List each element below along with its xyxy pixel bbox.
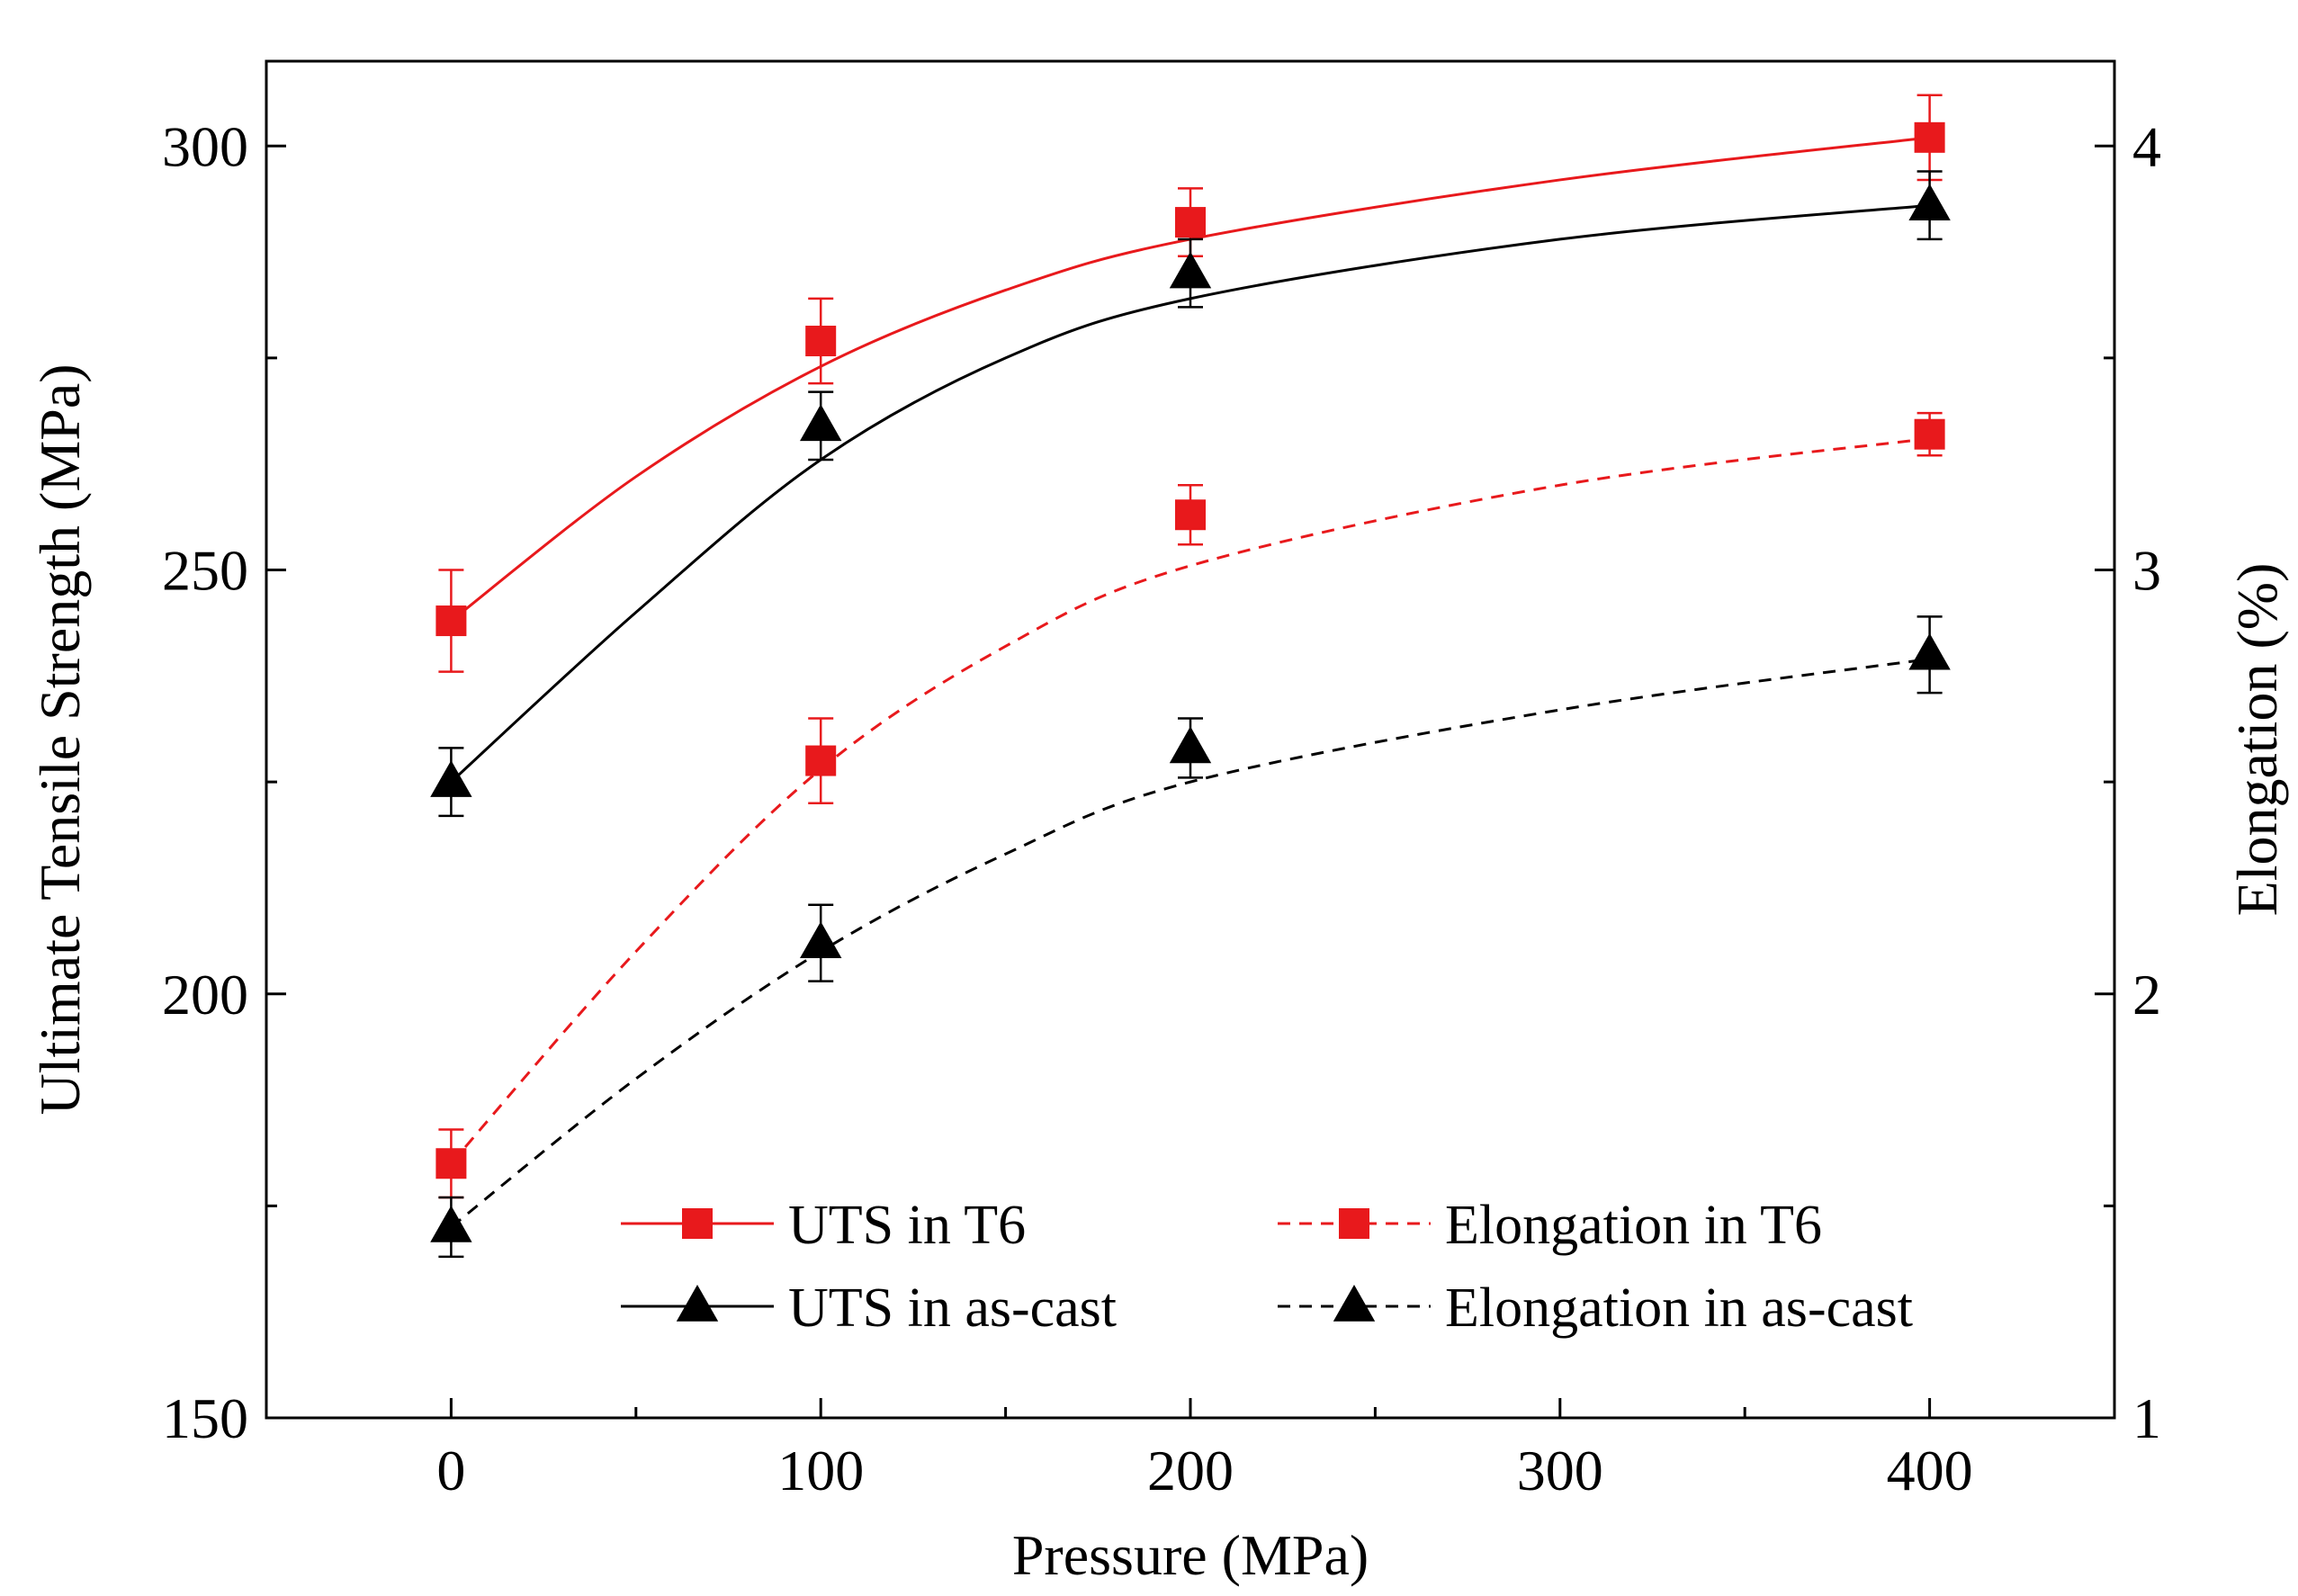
y-left-tick-label-200: 200 <box>162 963 248 1027</box>
point-uts-in-as-cast <box>1169 251 1212 289</box>
x-tick-label-100: 100 <box>777 1439 864 1502</box>
legend-marker-uts-in-as-cast <box>676 1285 719 1322</box>
tick-labels: 0 100 200 300 400 150 200 250 300 1 2 3 4 <box>162 114 2161 1502</box>
legend-marker-elongation-in-as-cast <box>1333 1285 1376 1322</box>
point-elongation-in-as-cast <box>1908 632 1951 670</box>
legend: UTS in T6 Elongation in T6 UTS in as-cast E… <box>621 1195 1913 1339</box>
axis-ticks <box>266 144 2114 1420</box>
point-elongation-in-t6 <box>805 745 837 776</box>
point-uts-in-as-cast <box>430 760 472 797</box>
fit-line-elongation-in-t6 <box>450 436 1930 1165</box>
y-left-tick-label-150: 150 <box>162 1386 248 1450</box>
legend-label-uts-in-as-cast: UTS in as-cast <box>788 1278 1117 1339</box>
point-uts-in-t6 <box>1175 207 1206 238</box>
point-elongation-in-t6 <box>1175 499 1206 531</box>
point-elongation-in-t6 <box>1914 418 1945 450</box>
y-right-tick-label-3: 3 <box>2132 539 2161 603</box>
point-uts-in-t6 <box>805 326 837 357</box>
y-left-tick-label-250: 250 <box>162 539 248 603</box>
legend-label-uts-in-t6: UTS in T6 <box>788 1195 1026 1256</box>
fit-line-uts-in-as-cast <box>450 203 1930 784</box>
legend-marker-elongation-in-t6 <box>1339 1208 1369 1239</box>
y-right-tick-label-4: 4 <box>2132 114 2161 178</box>
legend-marker-uts-in-t6 <box>682 1208 713 1239</box>
y-axis-right-title: Elongation (%) <box>2225 563 2289 917</box>
y-axis-left-title: Ultimate Tensile Strength (MPa) <box>28 363 92 1115</box>
fit-lines <box>450 136 1930 1229</box>
point-elongation-in-t6 <box>435 1148 467 1179</box>
x-tick-label-200: 200 <box>1147 1439 1234 1502</box>
y-right-tick-label-2: 2 <box>2132 963 2161 1027</box>
x-tick-label-400: 400 <box>1887 1439 1973 1502</box>
point-elongation-in-as-cast <box>800 921 842 958</box>
point-elongation-in-as-cast <box>1169 726 1212 764</box>
legend-label-elongation-in-as-cast: Elongation in as-cast <box>1445 1278 1913 1339</box>
y-left-tick-label-300: 300 <box>162 114 248 178</box>
point-elongation-in-as-cast <box>430 1205 472 1242</box>
x-axis-title: Pressure (MPa) <box>1012 1523 1369 1587</box>
y-right-tick-label-1: 1 <box>2132 1386 2161 1450</box>
point-uts-in-as-cast <box>800 404 842 442</box>
fit-line-uts-in-t6 <box>450 136 1930 623</box>
point-uts-in-t6 <box>435 605 467 637</box>
point-uts-in-as-cast <box>1908 184 1951 221</box>
point-uts-in-t6 <box>1914 121 1945 153</box>
legend-label-elongation-in-t6: Elongation in T6 <box>1445 1195 1822 1256</box>
data-markers <box>430 121 1951 1242</box>
x-tick-label-0: 0 <box>436 1439 465 1502</box>
x-tick-label-300: 300 <box>1517 1439 1603 1502</box>
